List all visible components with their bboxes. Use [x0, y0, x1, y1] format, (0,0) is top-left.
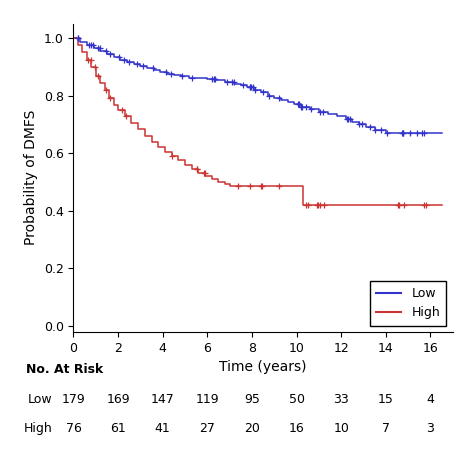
Text: 50: 50 — [289, 393, 304, 406]
Text: 95: 95 — [244, 393, 260, 406]
Text: 10: 10 — [333, 422, 349, 435]
Text: 16: 16 — [289, 422, 304, 435]
Text: 61: 61 — [110, 422, 126, 435]
Text: 4: 4 — [427, 393, 434, 406]
Text: 20: 20 — [244, 422, 260, 435]
Text: High: High — [23, 422, 52, 435]
Text: 7: 7 — [382, 422, 390, 435]
Text: 33: 33 — [333, 393, 349, 406]
Text: Low: Low — [27, 393, 52, 406]
Text: 41: 41 — [155, 422, 171, 435]
Text: 76: 76 — [65, 422, 82, 435]
Y-axis label: Probability of DMFS: Probability of DMFS — [24, 110, 38, 246]
Text: 119: 119 — [195, 393, 219, 406]
Text: 169: 169 — [106, 393, 130, 406]
Text: 3: 3 — [427, 422, 434, 435]
X-axis label: Time (years): Time (years) — [219, 360, 307, 374]
Text: 15: 15 — [378, 393, 394, 406]
Text: 179: 179 — [62, 393, 85, 406]
Legend: Low, High: Low, High — [370, 281, 447, 326]
Text: No. At Risk: No. At Risk — [26, 363, 103, 375]
Text: 27: 27 — [200, 422, 215, 435]
Text: 147: 147 — [151, 393, 174, 406]
